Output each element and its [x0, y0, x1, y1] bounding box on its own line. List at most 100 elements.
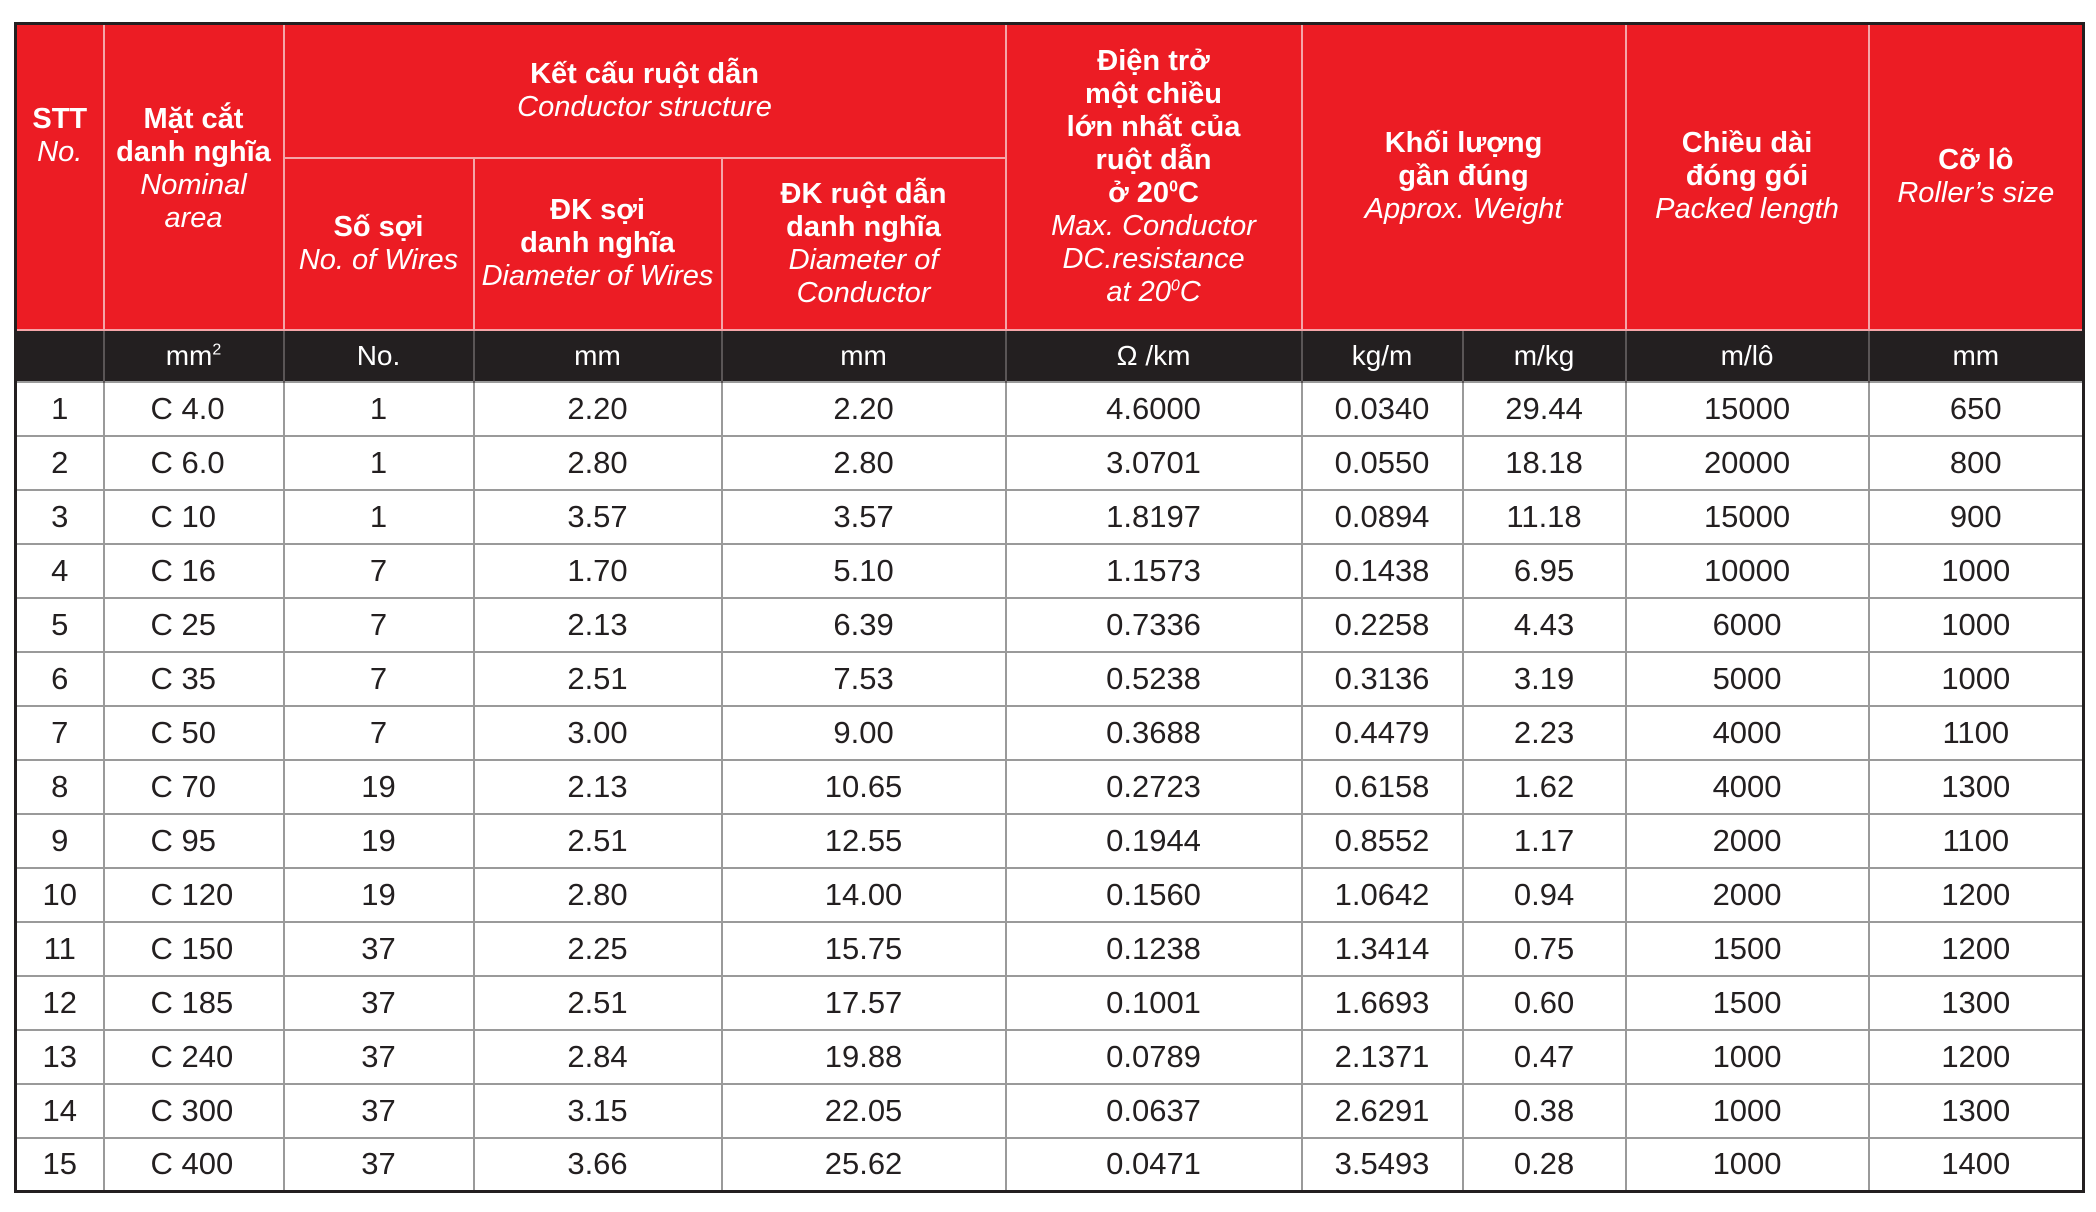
cell-length: 15000	[1624, 488, 1870, 545]
conductor-spec-table: STT No. Mặt cắt danh nghĩa Nominal area …	[14, 22, 2086, 1193]
unit-conductor-diameter: mm	[720, 329, 1007, 382]
cell-weight-mkg: 1.17	[1461, 812, 1627, 869]
table-row: 10 C 120 19 2.80 14.00 0.1560 1.0642 0.94 2000 12…	[14, 866, 2085, 923]
cell-no: 15	[14, 1136, 105, 1193]
cell-area: C 4.0	[102, 380, 285, 437]
cell-resistance: 1.1573	[1004, 542, 1303, 599]
cell-resistance: 0.2723	[1004, 758, 1303, 815]
cell-area: C 50	[102, 704, 285, 761]
cell-roller: 1300	[1867, 1082, 2085, 1139]
cell-wires: 19	[282, 866, 475, 923]
cell-weight-mkg: 0.38	[1461, 1082, 1627, 1139]
cell-no: 10	[14, 866, 105, 923]
cell-resistance: 0.3688	[1004, 704, 1303, 761]
header-nominal-area: Mặt cắt danh nghĩa Nominal area	[102, 22, 285, 331]
cell-wires: 37	[282, 974, 475, 1031]
cell-roller: 1300	[1867, 758, 2085, 815]
cell-no: 6	[14, 650, 105, 707]
cell-resistance: 3.0701	[1004, 434, 1303, 491]
cell-length: 1000	[1624, 1082, 1870, 1139]
cell-wire-diameter: 3.00	[472, 704, 723, 761]
unit-wires: No.	[282, 329, 475, 382]
cell-weight-kgm: 1.3414	[1300, 920, 1464, 977]
cell-weight-kgm: 0.0550	[1300, 434, 1464, 491]
cell-length: 2000	[1624, 812, 1870, 869]
cell-length: 4000	[1624, 704, 1870, 761]
header-packed-length: Chiều dài đóng gói Packed length	[1624, 22, 1870, 331]
header-conductor-diameter: ĐK ruột dẫn danh nghĩa Diameter of Condu…	[720, 156, 1007, 331]
cell-conductor-diameter: 9.00	[720, 704, 1007, 761]
cell-roller: 1100	[1867, 812, 2085, 869]
cell-weight-kgm: 2.1371	[1300, 1028, 1464, 1085]
cell-no: 8	[14, 758, 105, 815]
spec-table-container: STT No. Mặt cắt danh nghĩa Nominal area …	[14, 22, 2086, 1193]
cell-length: 20000	[1624, 434, 1870, 491]
cell-wire-diameter: 3.57	[472, 488, 723, 545]
unit-resistance: Ω /km	[1004, 329, 1303, 382]
cell-area: C 25	[102, 596, 285, 653]
cell-wire-diameter: 1.70	[472, 542, 723, 599]
cell-no: 14	[14, 1082, 105, 1139]
table-row: 13 C 240 37 2.84 19.88 0.0789 2.1371 0.47 1000 12…	[14, 1028, 2085, 1085]
table-header: STT No. Mặt cắt danh nghĩa Nominal area …	[14, 22, 2085, 382]
cell-wires: 1	[282, 434, 475, 491]
cell-conductor-diameter: 2.20	[720, 380, 1007, 437]
cell-weight-mkg: 0.47	[1461, 1028, 1627, 1085]
cell-conductor-diameter: 10.65	[720, 758, 1007, 815]
cell-no: 9	[14, 812, 105, 869]
cell-conductor-diameter: 2.80	[720, 434, 1007, 491]
cell-weight-mkg: 0.94	[1461, 866, 1627, 923]
cell-weight-mkg: 3.19	[1461, 650, 1627, 707]
cell-conductor-diameter: 15.75	[720, 920, 1007, 977]
cell-area: C 10	[102, 488, 285, 545]
cell-weight-kgm: 0.6158	[1300, 758, 1464, 815]
cell-conductor-diameter: 25.62	[720, 1136, 1007, 1193]
unit-weight-mkg: m/kg	[1461, 329, 1627, 382]
cell-length: 1500	[1624, 974, 1870, 1031]
cell-wire-diameter: 2.51	[472, 812, 723, 869]
cell-wires: 19	[282, 812, 475, 869]
cell-conductor-diameter: 7.53	[720, 650, 1007, 707]
cell-roller: 1400	[1867, 1136, 2085, 1193]
cell-length: 10000	[1624, 542, 1870, 599]
cell-wires: 1	[282, 488, 475, 545]
cell-weight-mkg: 0.75	[1461, 920, 1627, 977]
cell-area: C 400	[102, 1136, 285, 1193]
cell-roller: 1200	[1867, 1028, 2085, 1085]
table-row: 12 C 185 37 2.51 17.57 0.1001 1.6693 0.60 1500 13…	[14, 974, 2085, 1031]
cell-roller: 650	[1867, 380, 2085, 437]
cell-roller: 1000	[1867, 542, 2085, 599]
header-conductor-structure: Kết cấu ruột dẫn Conductor structure	[282, 22, 1007, 159]
header-resistance: Điện trở một chiều lớn nhất của ruột dẫn…	[1004, 22, 1303, 331]
cell-area: C 6.0	[102, 434, 285, 491]
cell-wire-diameter: 2.80	[472, 434, 723, 491]
cell-length: 1500	[1624, 920, 1870, 977]
cell-roller: 1200	[1867, 920, 2085, 977]
cell-weight-mkg: 6.95	[1461, 542, 1627, 599]
cell-resistance: 0.1001	[1004, 974, 1303, 1031]
cell-wire-diameter: 2.13	[472, 758, 723, 815]
cell-resistance: 0.7336	[1004, 596, 1303, 653]
cell-wires: 7	[282, 542, 475, 599]
cell-resistance: 0.1560	[1004, 866, 1303, 923]
cell-wires: 7	[282, 704, 475, 761]
cell-wire-diameter: 2.51	[472, 974, 723, 1031]
unit-length: m/lô	[1624, 329, 1870, 382]
cell-wire-diameter: 2.20	[472, 380, 723, 437]
cell-area: C 35	[102, 650, 285, 707]
unit-wire-diameter: mm	[472, 329, 723, 382]
cell-wires: 1	[282, 380, 475, 437]
cell-weight-kgm: 0.1438	[1300, 542, 1464, 599]
cell-weight-kgm: 0.0340	[1300, 380, 1464, 437]
cell-weight-kgm: 0.3136	[1300, 650, 1464, 707]
cell-no: 13	[14, 1028, 105, 1085]
cell-no: 1	[14, 380, 105, 437]
cell-no: 5	[14, 596, 105, 653]
cell-weight-mkg: 1.62	[1461, 758, 1627, 815]
cell-weight-mkg: 18.18	[1461, 434, 1627, 491]
